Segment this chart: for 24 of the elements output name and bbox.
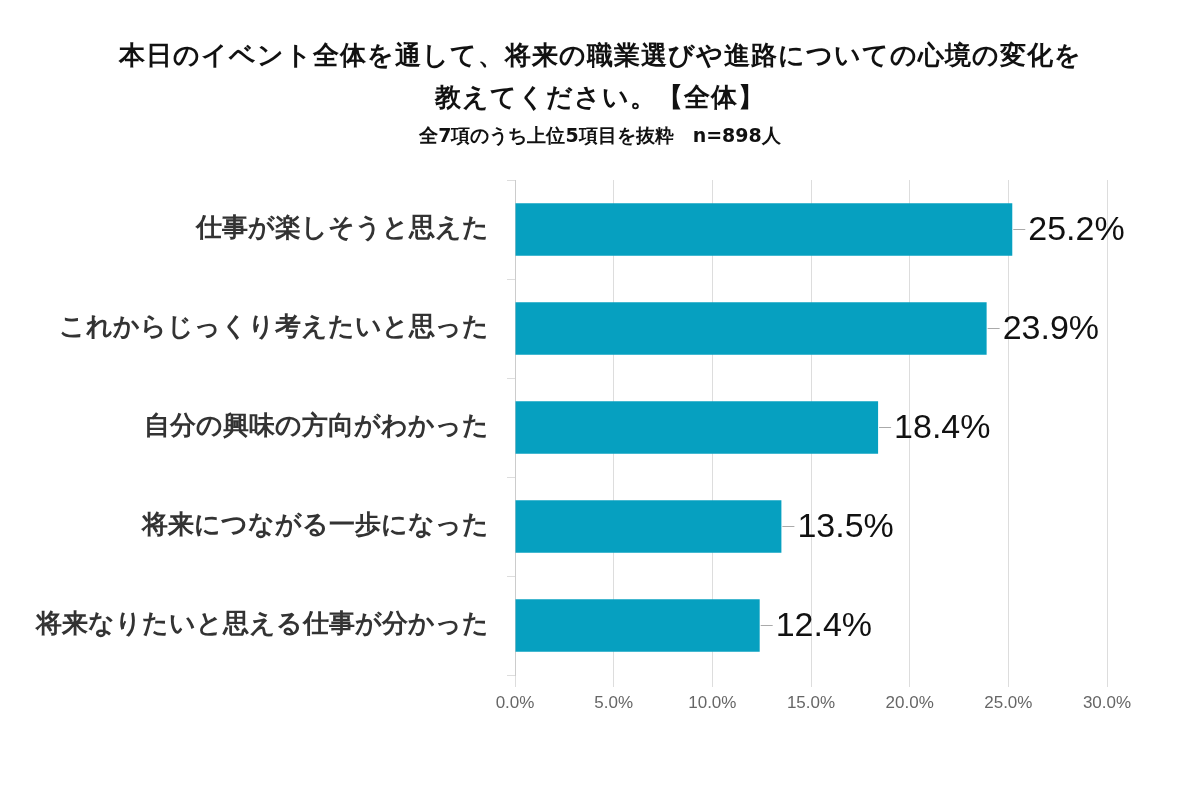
data-label: 13.5% <box>797 505 894 544</box>
x-tick-label: 25.0% <box>984 692 1033 712</box>
data-label: 12.4% <box>775 604 873 643</box>
y-tick-label: 将来なりたいと思える仕事が分かった <box>34 608 489 639</box>
x-tick-label: 15.0% <box>786 692 836 712</box>
x-tick-label: 20.0% <box>885 692 934 712</box>
bar <box>515 500 782 553</box>
x-tick-label: 5.0% <box>594 692 634 712</box>
data-label: 18.4% <box>894 406 991 445</box>
x-tick-label: 0.0% <box>495 692 535 712</box>
x-tick-label: 10.0% <box>688 692 737 712</box>
bar <box>515 401 879 454</box>
y-tick-label: 仕事が楽しそうと思えた <box>195 212 489 243</box>
data-label: 23.9% <box>1002 307 1100 346</box>
chart-title: 本日のイベント全体を通して、将来の職業選びや進路についての心境の変化を教えてください。【全体】 <box>117 39 1083 114</box>
chart-subtitle: 全7項のうち上位5項目を抜粋 n=898人 <box>418 123 782 148</box>
y-tick-label: 自分の興味の方向がわかった <box>144 410 489 441</box>
bar <box>515 203 1013 256</box>
bar <box>515 599 760 652</box>
y-tick-label: これからじっくり考えたいと思った <box>59 311 489 342</box>
data-label: 25.2% <box>1028 208 1125 247</box>
y-tick-label: 将来につながる一歩になった <box>140 509 489 540</box>
x-tick-label: 30.0% <box>1082 692 1132 712</box>
bar <box>515 302 987 355</box>
